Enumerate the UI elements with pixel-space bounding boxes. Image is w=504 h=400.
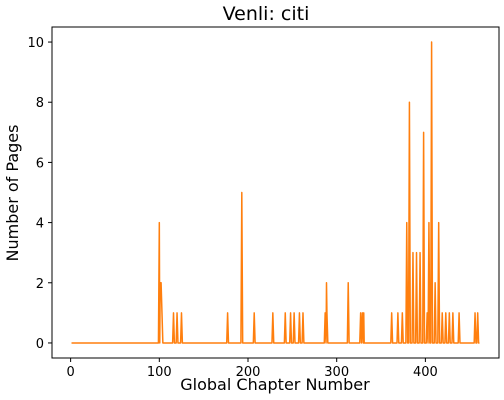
y-tick-label: 6 [36,156,44,171]
x-tick-label: 100 [147,365,172,380]
x-tick-label: 0 [66,365,74,380]
y-tick-label: 8 [36,96,44,111]
y-tick-label: 10 [27,36,44,51]
x-tick-label: 400 [413,365,438,380]
y-tick-label: 0 [36,337,44,352]
y-axis-label: Number of Pages [3,125,22,262]
x-axis-label: Global Chapter Number [180,375,370,394]
chart-title: Venli: citi [223,3,310,25]
y-axis: 0 2 4 6 8 10 [27,36,52,352]
y-tick-label: 2 [36,277,44,292]
y-tick-label: 4 [36,217,44,232]
